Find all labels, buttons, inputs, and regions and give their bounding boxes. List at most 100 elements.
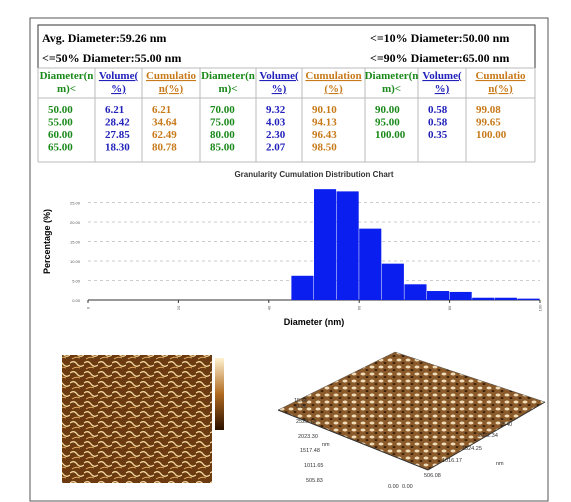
table-cell: 2.07 [266,142,286,154]
axis-3d [277,409,429,471]
x-tick-label: 100 [538,304,543,311]
color-bar [215,358,224,430]
avg-diameter: Avg. Diameter:59.26 nm [42,31,166,45]
table-cell: 100.00 [476,129,507,141]
bar [336,191,359,300]
afm-axis-label: 1011.65 [304,463,323,469]
column-header: m)< [218,83,237,95]
table-cell: 50.00 [48,104,73,116]
y-tick-label: 20.00 [70,220,81,225]
bar [427,291,450,300]
column-header: m)< [382,83,401,95]
frame [29,17,549,502]
table-cell: 75.00 [210,117,235,129]
bar [291,275,314,300]
column-header: Volume( [259,70,299,82]
column-header: Cumulation [305,70,361,82]
afm-axis-label: 0.00 [402,484,413,490]
table-cell: 2.30 [266,129,286,141]
afm-axis-label: -0.26 [294,404,307,410]
x-tick-label: 0 [86,306,91,309]
afm-axis-label: nm [496,461,504,467]
axis-3d [427,401,546,471]
afm-axis-label: 505.83 [306,478,323,484]
table-cell: 55.00 [48,117,73,129]
afm-axis-label: 2023.30 [298,434,318,440]
table-cell: 98.50 [312,142,337,154]
table-cell: 80.00 [210,129,235,141]
afm-axis-label: 0.00 [388,484,399,490]
table-cell: 80.78 [152,142,177,154]
column-header: %) [435,83,450,95]
bar [472,297,495,300]
x-tick-label: 40 [266,305,271,310]
table-cell: 18.30 [105,142,130,154]
column-header: Volume( [99,70,139,82]
table-cell: 28.42 [105,117,130,129]
afm-axis-label: 2529.13 [296,419,316,425]
afm-axis-label: 2032.34 [478,433,498,439]
table-cell: 96.43 [312,129,337,141]
table-cell: 9.32 [266,104,286,116]
table-cell: 62.49 [152,129,177,141]
x-tick-label: 20 [176,305,181,310]
x-tick-label: 60 [357,305,362,310]
y-axis-label: Percentage (%) [42,209,52,274]
d90: <=90% Diameter:65.00 nm [370,51,509,65]
column-header: m)< [57,83,76,95]
table-cell: 4.03 [266,117,286,129]
afm-axis-label: 15.66 [294,398,308,404]
table-cell: 85.00 [210,142,235,154]
y-tick-label: 0.00 [72,298,81,303]
afm-axis-label: 1517.48 [300,448,320,454]
x-axis-label: Diameter (nm) [284,317,345,327]
d50: <=50% Diameter:55.00 nm [42,51,181,65]
column-header: %) [111,83,126,95]
afm-axis-label: 1524.25 [462,446,482,452]
x-tick-label: 80 [447,305,452,310]
afm-axis-label: 1016.17 [442,458,462,464]
table-cell: 65.00 [48,142,73,154]
column-header: Diameter(n [40,70,94,82]
bar [517,298,540,300]
bar [359,228,382,300]
column-header: Cumulatio [475,70,526,82]
column-header: n(%) [159,83,184,95]
table-cell: 90.00 [375,104,400,116]
column-header: Volume( [422,70,462,82]
y-tick-label: 5.00 [72,279,81,284]
table-cell: 90.10 [312,104,337,116]
table-cell: 70.00 [210,104,235,116]
column-header: Diameter(n [201,70,255,82]
bar [494,297,517,300]
table-cell: 34.64 [152,117,177,129]
table-cell: 100.00 [375,129,406,141]
bar [381,263,404,300]
bar [314,189,337,300]
table-cell: 0.58 [428,104,448,116]
afm-axis-label: nm [322,442,330,448]
afm-2d-image [62,355,212,483]
table-cell: 6.21 [152,104,171,116]
y-tick-label: 10.00 [70,259,81,264]
table-cell: 6.21 [105,104,124,116]
column-header: (%) [324,83,343,95]
column-header: %) [272,83,287,95]
d10: <=10% Diameter:50.00 nm [370,31,509,45]
y-tick-label: 25.00 [70,201,81,206]
table-cell: 99.08 [476,104,501,116]
y-tick-label: 15.00 [70,240,81,245]
table-cell: 27.85 [105,129,130,141]
table-cell: 94.13 [312,117,337,129]
bar [404,284,427,300]
bar [449,291,472,300]
column-header: Cumulatio [146,70,197,82]
chart-title: Granularity Cumulation Distribution Char… [234,170,393,179]
column-header: n(%) [488,83,513,95]
table-cell: 60.00 [48,129,73,141]
table-cell: 0.35 [428,129,448,141]
table-cell: 0.58 [428,117,448,129]
column-header: Diameter(n [365,70,419,82]
